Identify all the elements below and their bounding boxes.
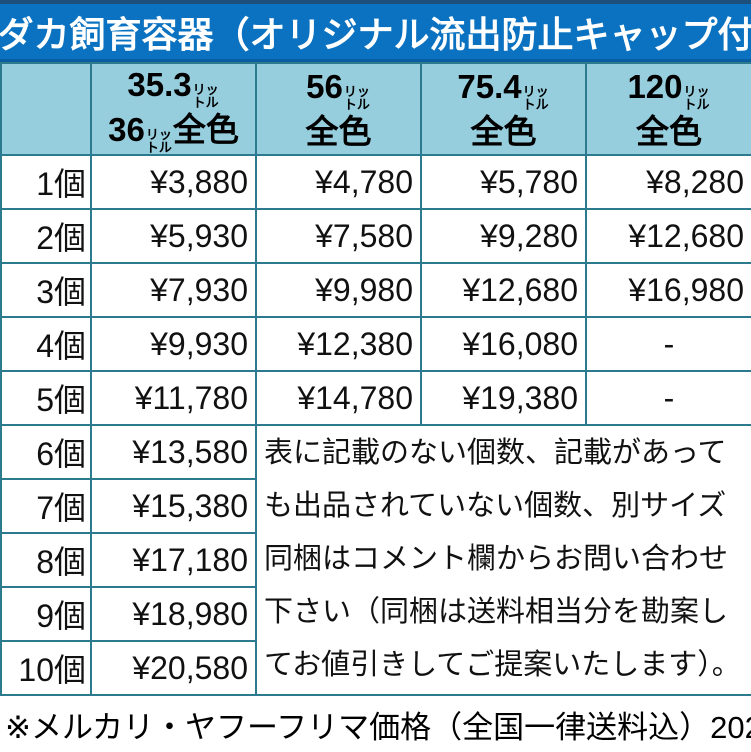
table-row: 4個 ¥9,930 ¥12,380 ¥16,080 - xyxy=(0,316,751,372)
quantity-label: 8個 xyxy=(0,532,92,588)
price-cell: ¥14,780 xyxy=(255,370,422,426)
price-cell: ¥5,780 xyxy=(420,154,587,210)
price-cell: ¥19,380 xyxy=(420,370,587,426)
header-row: 35.3 リッ トル 36 リッ トル 全色 56 リッ トル 全色 75.4 リッ トル 全色 … xyxy=(0,62,751,156)
quantity-label: 4個 xyxy=(0,316,92,372)
quantity-label: 7個 xyxy=(0,478,92,534)
quantity-label: 2個 xyxy=(0,208,92,264)
size-value: 36 xyxy=(108,111,145,148)
table-row: 9個 ¥18,980 xyxy=(0,586,751,642)
corner-cell xyxy=(0,62,92,156)
price-cell: ¥16,980 xyxy=(585,262,751,318)
price-cell: ¥12,680 xyxy=(585,208,751,264)
price-cell: ¥5,930 xyxy=(90,208,257,264)
table-row: 5個 ¥11,780 ¥14,780 ¥19,380 - xyxy=(0,370,751,426)
note-text: 表に記載のない個数、記載があっても出品されていない個数、別サイズ同梱はコメント欄… xyxy=(255,424,751,696)
footer-note: ※メルカリ・ヤフーフリマ価格（全国一律送料込）2025/2～ xyxy=(0,696,751,752)
price-cell: ¥7,580 xyxy=(255,208,422,264)
price-cell: ¥17,180 xyxy=(90,532,257,588)
quantity-label: 3個 xyxy=(0,262,92,318)
price-cell: ¥15,380 xyxy=(90,478,257,534)
price-cell: ¥8,280 xyxy=(585,154,751,210)
column-header-75l: 75.4 リッ トル 全色 xyxy=(420,62,587,156)
price-cell: ¥12,380 xyxy=(255,316,422,372)
size-value: 35.3 xyxy=(127,66,192,103)
price-cell: ¥9,280 xyxy=(420,208,587,264)
table-row: 8個 ¥17,180 xyxy=(0,532,751,588)
price-cell: ¥13,580 xyxy=(90,424,257,480)
price-cell: ¥18,980 xyxy=(90,586,257,642)
size-value: 120 xyxy=(627,67,683,105)
size-value: 75.4 xyxy=(457,67,522,105)
price-cell: ¥12,680 xyxy=(420,262,587,318)
price-cell-empty: - xyxy=(585,370,751,426)
quantity-label: 5個 xyxy=(0,370,92,426)
page-title: メダカ飼育容器（オリジナル流出防止キャップ付） xyxy=(0,0,751,62)
price-cell: ¥3,880 xyxy=(90,154,257,210)
quantity-label: 6個 xyxy=(0,424,92,480)
table-row: 7個 ¥15,380 xyxy=(0,478,751,534)
column-header-35l: 35.3 リッ トル 36 リッ トル 全色 xyxy=(90,62,257,156)
liter-unit: リッ トル xyxy=(343,83,370,112)
table-row: 2個 ¥5,930 ¥7,580 ¥9,280 ¥12,680 xyxy=(0,208,751,264)
price-cell: ¥7,930 xyxy=(90,262,257,318)
price-cell: ¥4,780 xyxy=(255,154,422,210)
price-table: 35.3 リッ トル 36 リッ トル 全色 56 リッ トル 全色 75.4 リッ トル 全色 … xyxy=(0,62,751,696)
column-header-56l: 56 リッ トル 全色 xyxy=(255,62,422,156)
footer-note-text: ※メルカリ・ヤフーフリマ価格（全国一律送料込）2025/2～ xyxy=(5,709,751,745)
table-row: 3個 ¥7,930 ¥9,980 ¥12,680 ¥16,980 xyxy=(0,262,751,318)
price-cell-empty: - xyxy=(585,316,751,372)
table-row: 6個 ¥13,580 表に記載のない個数、記載があっても出品されていない個数、別… xyxy=(0,424,751,696)
column-header-120l: 120 リッ トル 全色 xyxy=(585,62,751,156)
price-cell: ¥11,780 xyxy=(90,370,257,426)
quantity-label: 10個 xyxy=(0,640,92,696)
price-cell: ¥9,930 xyxy=(90,316,257,372)
price-cell: ¥20,580 xyxy=(90,640,257,696)
table-row: 1個 ¥3,880 ¥4,780 ¥5,780 ¥8,280 xyxy=(0,154,751,210)
page-title-text: メダカ飼育容器（オリジナル流出防止キャップ付） xyxy=(0,13,751,55)
quantity-label: 9個 xyxy=(0,586,92,642)
all-colors-label: 全色 xyxy=(470,112,537,150)
all-colors-label: 全色 xyxy=(172,111,239,148)
liter-unit: リッ トル xyxy=(522,83,549,112)
table-row: 10個 ¥20,580 xyxy=(0,640,751,696)
all-colors-label: 全色 xyxy=(636,112,702,150)
size-value: 56 xyxy=(306,67,343,105)
liter-unit: リッ トル xyxy=(145,127,172,155)
liter-unit: リッ トル xyxy=(192,82,219,110)
all-colors-label: 全色 xyxy=(305,112,372,150)
price-cell: ¥16,080 xyxy=(420,316,587,372)
liter-unit: リッ トル xyxy=(683,83,710,112)
quantity-label: 1個 xyxy=(0,154,92,210)
price-cell: ¥9,980 xyxy=(255,262,422,318)
